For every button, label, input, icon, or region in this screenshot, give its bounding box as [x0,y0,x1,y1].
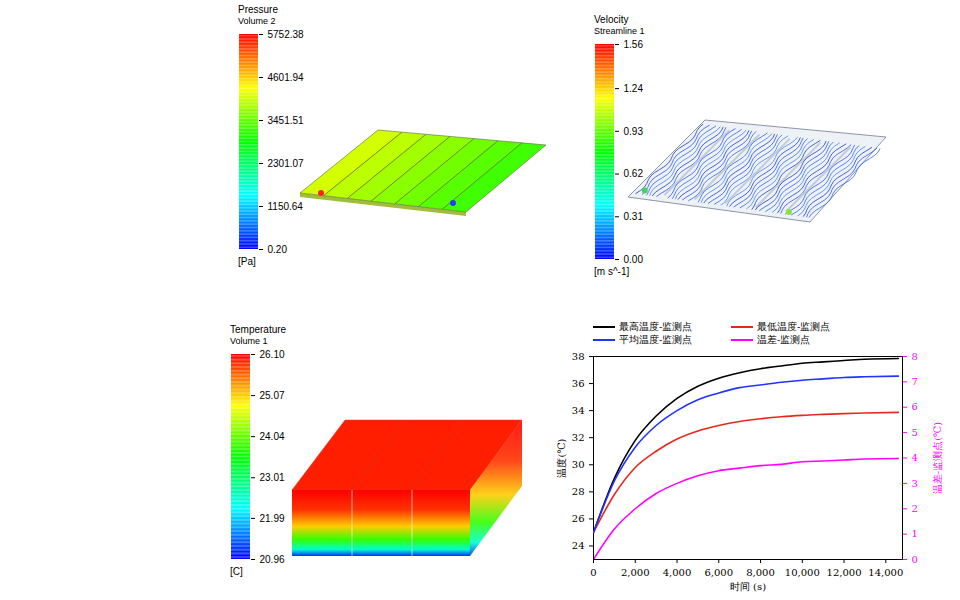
svg-text:10,000: 10,000 [785,567,820,578]
svg-text:1: 1 [912,528,918,539]
svg-text:6,000: 6,000 [704,567,733,578]
svg-text:7: 7 [912,376,918,387]
svg-text:26.10: 26.10 [260,349,285,360]
svg-text:0.62: 0.62 [624,168,644,179]
svg-text:6: 6 [912,401,918,412]
svg-text:0.20: 0.20 [268,244,288,255]
svg-text:21.99: 21.99 [260,513,285,524]
svg-text:0.00: 0.00 [624,254,644,265]
svg-text:38: 38 [572,351,585,362]
html-text:[Pa]: [Pa] [238,256,256,267]
svg-text:14,000: 14,000 [868,567,903,578]
svg-text:4601.94: 4601.94 [268,72,305,83]
html-text:Temperature: Temperature [230,324,287,335]
svg-text:24.04: 24.04 [260,431,285,442]
svg-text:1150.64: 1150.64 [268,201,304,212]
html-text:Velocity: Velocity [594,14,629,25]
svg-text:1.24: 1.24 [624,83,644,94]
html-text:最高温度-监测点: 最高温度-监测点 [619,321,693,332]
svg-text:23.01: 23.01 [260,472,285,483]
svg-text:0: 0 [590,567,596,578]
svg-text:2301.07: 2301.07 [268,158,305,169]
svg-text:8: 8 [912,351,918,362]
html-text:平均温度-监测点: 平均温度-监测点 [619,334,693,345]
svg-text:4: 4 [912,452,918,463]
svg-text:28: 28 [572,486,585,497]
svg-text:8,000: 8,000 [746,567,775,578]
svg-text:温度(℃): 温度(℃) [556,438,567,477]
svg-text:34: 34 [572,405,585,416]
svg-text:温差-监测点(℃): 温差-监测点(℃) [932,422,943,494]
html-text:最低温度-监测点: 最低温度-监测点 [757,321,831,332]
svg-text:36: 36 [572,378,585,389]
svg-text:2,000: 2,000 [621,567,650,578]
svg-text:0.93: 0.93 [624,126,644,137]
svg-text:5: 5 [912,427,918,438]
html-text:Pressure: Pressure [238,4,278,15]
html-text:Streamline 1: Streamline 1 [594,26,645,36]
svg-text:25.07: 25.07 [260,390,285,401]
svg-text:24: 24 [572,540,585,551]
html-text:Volume 2: Volume 2 [238,16,276,26]
svg-text:30: 30 [572,459,585,470]
html-text:温差-监测点: 温差-监测点 [757,334,811,345]
svg-text:26: 26 [572,513,585,524]
svg-text:1.56: 1.56 [624,39,644,50]
svg-text:0.31: 0.31 [624,211,644,222]
html-text:[m s^-1]: [m s^-1] [594,266,630,277]
svg-text:4,000: 4,000 [663,567,692,578]
svg-text:5752.38: 5752.38 [268,29,305,40]
svg-text:32: 32 [572,432,585,443]
svg-text:3: 3 [912,478,918,489]
html-text:[C]: [C] [230,566,243,577]
svg-text:20.96: 20.96 [260,554,285,565]
html-text:Volume 1: Volume 1 [230,336,268,346]
svg-text:2: 2 [912,503,918,514]
svg-text:0: 0 [912,554,918,565]
svg-text:12,000: 12,000 [827,567,862,578]
svg-text:时间 (s): 时间 (s) [730,581,766,592]
svg-text:3451.51: 3451.51 [268,115,305,126]
